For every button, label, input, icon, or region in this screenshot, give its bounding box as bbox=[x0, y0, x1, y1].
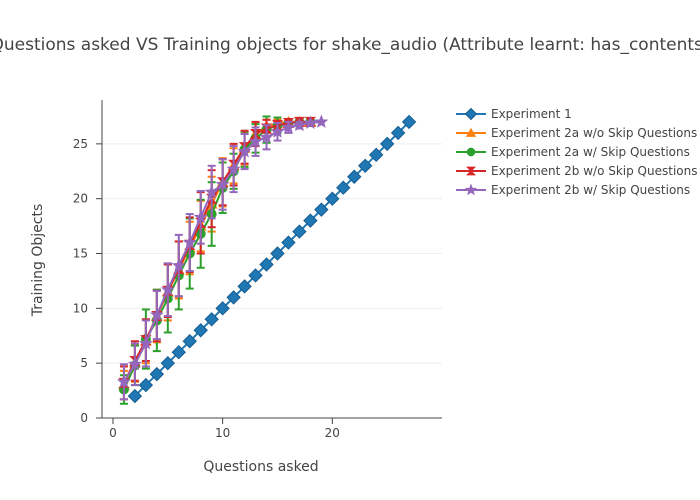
legend-label: Experiment 2b w/ Skip Questions bbox=[491, 183, 690, 197]
data-point bbox=[149, 366, 165, 382]
y-tick-label: 0 bbox=[80, 411, 88, 425]
data-point bbox=[171, 258, 186, 272]
legend-marker bbox=[464, 107, 478, 121]
legend-label: Experiment 1 bbox=[491, 107, 572, 121]
plot-area bbox=[116, 114, 417, 405]
data-point bbox=[193, 323, 208, 338]
data-point bbox=[270, 246, 285, 261]
data-point bbox=[303, 213, 318, 228]
legend-label: Experiment 2a w/ Skip Questions bbox=[491, 145, 690, 159]
data-point bbox=[259, 129, 274, 144]
x-axis-title: Questions asked bbox=[203, 459, 318, 475]
legend[interactable]: Experiment 1 Experiment 2a w/o Skip Quest… bbox=[456, 107, 697, 197]
data-point bbox=[160, 282, 175, 296]
data-point bbox=[116, 374, 131, 388]
legend-item-2[interactable]: Experiment 2a w/ Skip Questions bbox=[456, 145, 690, 159]
data-point bbox=[182, 334, 197, 349]
legend-item-3[interactable]: Experiment 2b w/o Skip Questions bbox=[456, 164, 697, 178]
y-tick-label: 15 bbox=[73, 247, 88, 261]
legend-label: Experiment 2a w/o Skip Questions bbox=[491, 126, 697, 140]
data-point bbox=[237, 144, 252, 158]
data-point bbox=[171, 344, 186, 360]
data-point bbox=[248, 268, 263, 283]
data-point bbox=[237, 279, 252, 294]
series-0 bbox=[127, 114, 417, 404]
data-point bbox=[193, 209, 208, 224]
series-3 bbox=[118, 116, 317, 401]
axes: 0 5 10 15 20 25 0 10 20 bbox=[73, 100, 442, 440]
y-tick-label: 10 bbox=[73, 301, 88, 315]
data-point bbox=[127, 356, 142, 371]
data-point bbox=[314, 202, 329, 217]
legend-marker bbox=[466, 147, 476, 157]
series-1 bbox=[118, 115, 317, 401]
data-point bbox=[401, 114, 417, 130]
data-point bbox=[325, 191, 340, 206]
data-point bbox=[347, 169, 362, 184]
y-tick-label: 25 bbox=[73, 137, 88, 151]
data-point bbox=[314, 114, 329, 128]
data-point bbox=[281, 120, 296, 134]
data-point bbox=[248, 134, 263, 148]
data-point bbox=[149, 307, 164, 321]
data-point bbox=[259, 257, 274, 272]
x-tick-label: 20 bbox=[325, 426, 340, 440]
legend-item-0[interactable]: Experiment 1 bbox=[456, 107, 572, 121]
legend-item-4[interactable]: Experiment 2b w/ Skip Questions bbox=[456, 183, 690, 197]
data-point bbox=[379, 136, 395, 152]
data-point bbox=[226, 161, 241, 176]
y-tick-label: 20 bbox=[73, 192, 88, 206]
legend-marker bbox=[464, 183, 478, 196]
data-point bbox=[138, 336, 153, 350]
data-point bbox=[160, 355, 176, 371]
legend-marker bbox=[465, 166, 477, 176]
legend-marker bbox=[465, 127, 477, 137]
data-point bbox=[127, 388, 143, 404]
data-point bbox=[215, 301, 230, 316]
data-point bbox=[303, 115, 318, 129]
series-4 bbox=[116, 114, 329, 401]
legend-label: Experiment 2b w/o Skip Questions bbox=[491, 164, 697, 178]
data-point bbox=[226, 290, 241, 305]
data-point bbox=[292, 117, 307, 132]
data-point bbox=[138, 377, 154, 393]
data-point bbox=[204, 312, 219, 327]
legend-item-1[interactable]: Experiment 2a w/o Skip Questions bbox=[456, 126, 697, 140]
data-point bbox=[270, 124, 285, 138]
data-point bbox=[390, 125, 406, 141]
y-tick-label: 5 bbox=[80, 356, 88, 370]
x-tick-label: 10 bbox=[215, 426, 230, 440]
data-point bbox=[368, 147, 384, 163]
data-point bbox=[358, 158, 373, 174]
y-axis-title: Training Objects bbox=[30, 204, 46, 318]
data-point bbox=[215, 177, 230, 191]
data-point bbox=[204, 184, 219, 199]
data-point bbox=[281, 235, 296, 250]
data-point bbox=[292, 224, 307, 239]
data-point bbox=[182, 235, 197, 249]
x-tick-label: 0 bbox=[109, 426, 117, 440]
chart-title: Questions asked VS Training objects for … bbox=[0, 35, 700, 55]
data-point bbox=[336, 180, 351, 195]
